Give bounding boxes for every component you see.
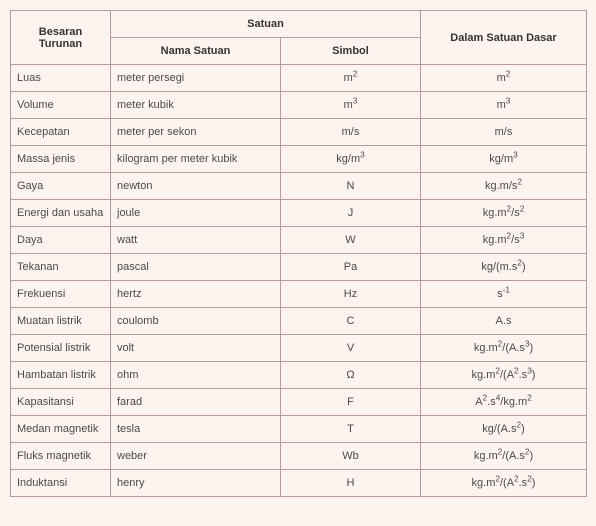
cell-simbol: T bbox=[281, 416, 421, 443]
cell-simbol: m2 bbox=[281, 65, 421, 92]
cell-nama-satuan: meter per sekon bbox=[111, 119, 281, 146]
table-row: Kecepatanmeter per sekonm/sm/s bbox=[11, 119, 587, 146]
cell-satuan-dasar: m2 bbox=[421, 65, 587, 92]
cell-besaran: Hambatan listrik bbox=[11, 362, 111, 389]
cell-satuan-dasar: m/s bbox=[421, 119, 587, 146]
header-satuan: Satuan bbox=[111, 11, 421, 38]
cell-simbol: J bbox=[281, 200, 421, 227]
cell-besaran: Kecepatan bbox=[11, 119, 111, 146]
table-row: InduktansihenryHkg.m2/(A2.s2) bbox=[11, 470, 587, 497]
cell-simbol: W bbox=[281, 227, 421, 254]
cell-nama-satuan: joule bbox=[111, 200, 281, 227]
cell-simbol: kg/m3 bbox=[281, 146, 421, 173]
table-row: DayawattWkg.m2/s3 bbox=[11, 227, 587, 254]
cell-besaran: Potensial listrik bbox=[11, 335, 111, 362]
cell-satuan-dasar: m3 bbox=[421, 92, 587, 119]
cell-satuan-dasar: kg.m2/(A.s2) bbox=[421, 443, 587, 470]
table-row: Muatan listrikcoulombCA.s bbox=[11, 308, 587, 335]
cell-satuan-dasar: kg.m2/(A2.s3) bbox=[421, 362, 587, 389]
cell-nama-satuan: meter kubik bbox=[111, 92, 281, 119]
header-besaran: Besaran Turunan bbox=[11, 11, 111, 65]
cell-satuan-dasar: A.s bbox=[421, 308, 587, 335]
cell-besaran: Luas bbox=[11, 65, 111, 92]
cell-besaran: Massa jenis bbox=[11, 146, 111, 173]
cell-simbol: Pa bbox=[281, 254, 421, 281]
cell-satuan-dasar: A2.s4/kg.m2 bbox=[421, 389, 587, 416]
cell-simbol: V bbox=[281, 335, 421, 362]
cell-besaran: Fluks magnetik bbox=[11, 443, 111, 470]
table-row: Fluks magnetikweberWbkg.m2/(A.s2) bbox=[11, 443, 587, 470]
cell-simbol: Wb bbox=[281, 443, 421, 470]
cell-nama-satuan: henry bbox=[111, 470, 281, 497]
table-row: Hambatan listrikohmΩkg.m2/(A2.s3) bbox=[11, 362, 587, 389]
header-simbol: Simbol bbox=[281, 38, 421, 65]
cell-nama-satuan: ohm bbox=[111, 362, 281, 389]
cell-nama-satuan: tesla bbox=[111, 416, 281, 443]
cell-besaran: Gaya bbox=[11, 173, 111, 200]
cell-simbol: m3 bbox=[281, 92, 421, 119]
cell-nama-satuan: watt bbox=[111, 227, 281, 254]
cell-simbol: Ω bbox=[281, 362, 421, 389]
cell-satuan-dasar: kg.m/s2 bbox=[421, 173, 587, 200]
table-row: GayanewtonNkg.m/s2 bbox=[11, 173, 587, 200]
cell-nama-satuan: newton bbox=[111, 173, 281, 200]
cell-besaran: Frekuensi bbox=[11, 281, 111, 308]
cell-simbol: F bbox=[281, 389, 421, 416]
cell-nama-satuan: pascal bbox=[111, 254, 281, 281]
table-row: Energi dan usahajouleJkg.m2/s2 bbox=[11, 200, 587, 227]
cell-simbol: Hz bbox=[281, 281, 421, 308]
cell-besaran: Muatan listrik bbox=[11, 308, 111, 335]
cell-besaran: Daya bbox=[11, 227, 111, 254]
cell-besaran: Energi dan usaha bbox=[11, 200, 111, 227]
cell-nama-satuan: hertz bbox=[111, 281, 281, 308]
table-row: Medan magnetikteslaTkg/(A.s2) bbox=[11, 416, 587, 443]
table-body: Luasmeter persegim2m2Volumemeter kubikm3… bbox=[11, 65, 587, 497]
cell-besaran: Medan magnetik bbox=[11, 416, 111, 443]
cell-satuan-dasar: kg/m3 bbox=[421, 146, 587, 173]
table-row: FrekuensihertzHzs-1 bbox=[11, 281, 587, 308]
cell-besaran: Tekanan bbox=[11, 254, 111, 281]
cell-satuan-dasar: kg.m2/s3 bbox=[421, 227, 587, 254]
cell-besaran: Induktansi bbox=[11, 470, 111, 497]
cell-satuan-dasar: kg.m2/(A2.s2) bbox=[421, 470, 587, 497]
cell-satuan-dasar: s-1 bbox=[421, 281, 587, 308]
table-row: Potensial listrikvoltVkg.m2/(A.s3) bbox=[11, 335, 587, 362]
cell-nama-satuan: farad bbox=[111, 389, 281, 416]
table-row: KapasitansifaradFA2.s4/kg.m2 bbox=[11, 389, 587, 416]
table-row: Luasmeter persegim2m2 bbox=[11, 65, 587, 92]
cell-nama-satuan: weber bbox=[111, 443, 281, 470]
cell-nama-satuan: volt bbox=[111, 335, 281, 362]
cell-simbol: N bbox=[281, 173, 421, 200]
table-header: Besaran Turunan Satuan Dalam Satuan Dasa… bbox=[11, 11, 587, 65]
cell-satuan-dasar: kg/(A.s2) bbox=[421, 416, 587, 443]
table-row: Massa jeniskilogram per meter kubikkg/m3… bbox=[11, 146, 587, 173]
table-row: Volumemeter kubikm3m3 bbox=[11, 92, 587, 119]
cell-simbol: m/s bbox=[281, 119, 421, 146]
cell-nama-satuan: kilogram per meter kubik bbox=[111, 146, 281, 173]
cell-satuan-dasar: kg/(m.s2) bbox=[421, 254, 587, 281]
header-nama: Nama Satuan bbox=[111, 38, 281, 65]
table-row: TekananpascalPakg/(m.s2) bbox=[11, 254, 587, 281]
derived-quantities-table: Besaran Turunan Satuan Dalam Satuan Dasa… bbox=[10, 10, 587, 497]
cell-satuan-dasar: kg.m2/s2 bbox=[421, 200, 587, 227]
cell-nama-satuan: meter persegi bbox=[111, 65, 281, 92]
cell-simbol: C bbox=[281, 308, 421, 335]
cell-simbol: H bbox=[281, 470, 421, 497]
cell-besaran: Volume bbox=[11, 92, 111, 119]
cell-nama-satuan: coulomb bbox=[111, 308, 281, 335]
cell-satuan-dasar: kg.m2/(A.s3) bbox=[421, 335, 587, 362]
cell-besaran: Kapasitansi bbox=[11, 389, 111, 416]
header-dasar: Dalam Satuan Dasar bbox=[421, 11, 587, 65]
